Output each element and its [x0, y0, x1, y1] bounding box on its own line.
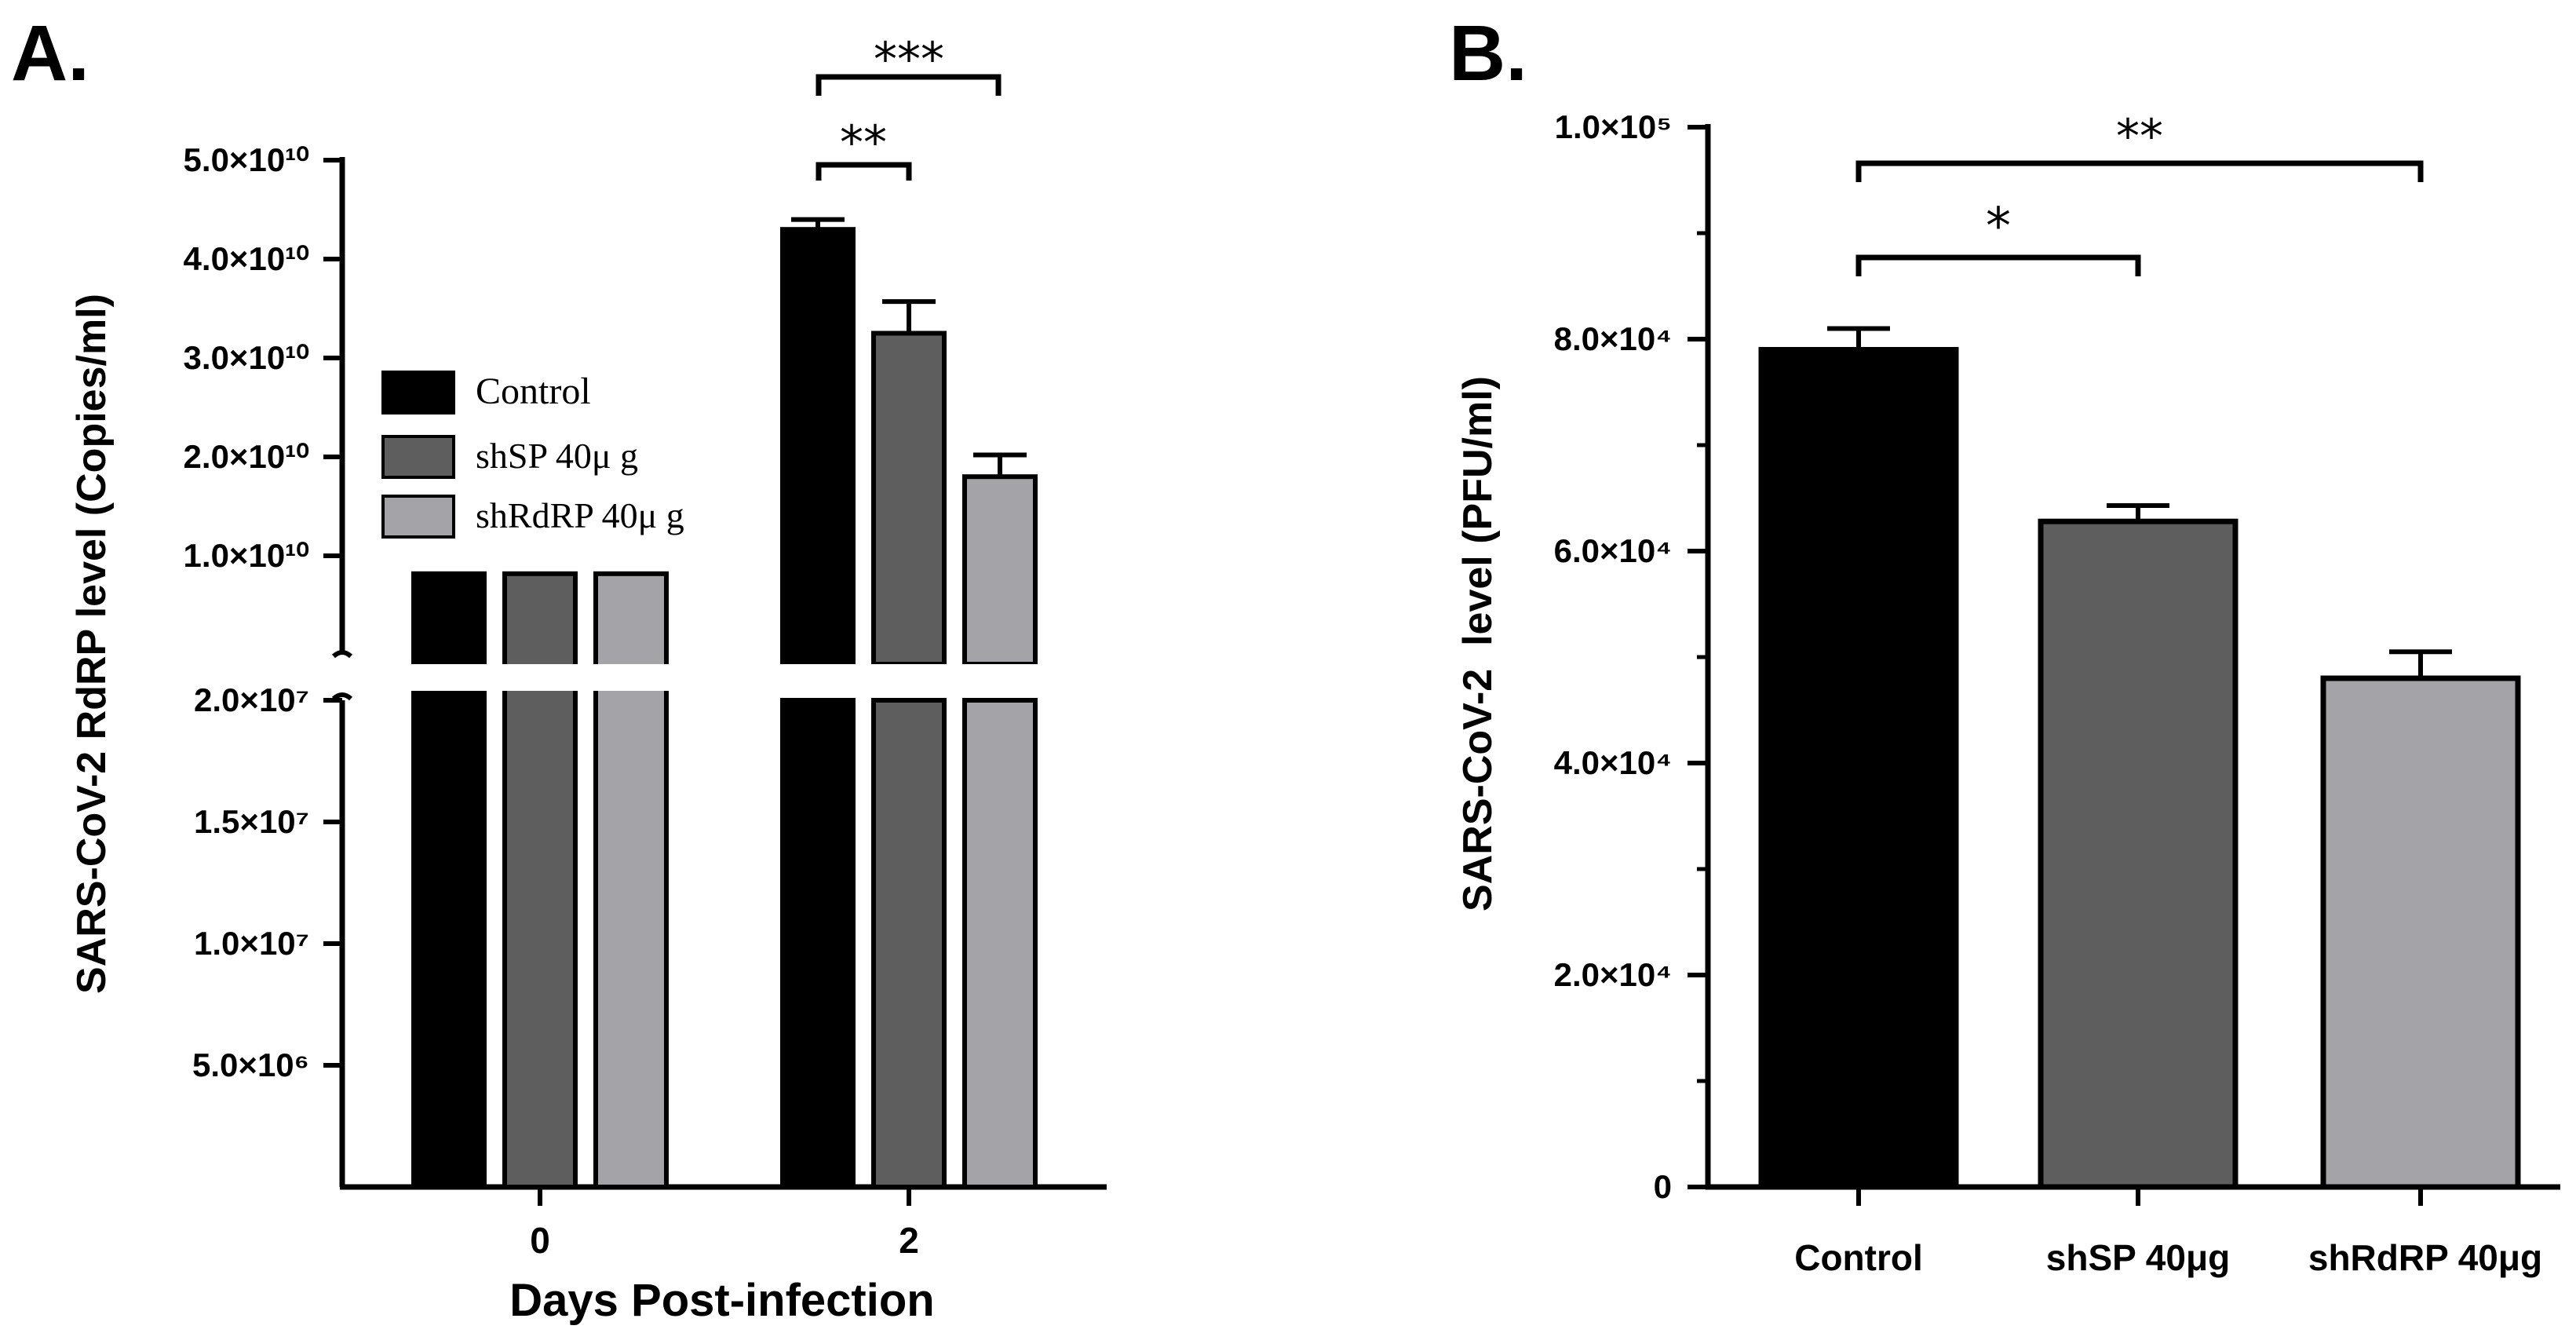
panel-b-x-label-shrdrp: shRdRP 40μg [2308, 1237, 2542, 1278]
panel-b-label: B. [1449, 9, 1527, 97]
panel-b-bar-shrdrp [2320, 675, 2521, 1190]
panel-a-significance: *** ** [815, 32, 1002, 181]
panel-a-bracket-control-shrdrp [815, 74, 1002, 96]
legend-label-shrdrp: shRdRP 40μ g [476, 495, 684, 535]
panel-a-bar-shrdrp-day2 [962, 474, 1038, 667]
panel-a-bar-shsp-day2-lower [871, 698, 947, 1189]
panel-a-label: A. [11, 9, 89, 97]
panel-a-upper-tick-label-2: 2.0×10¹⁰ [184, 438, 310, 475]
panel-a-sig-label-triple: *** [874, 32, 944, 87]
panel-b-sig-label-single: * [1986, 198, 2011, 256]
panel-a-upper-ticks: 1.0×10¹⁰ 2.0×10¹⁰ 3.0×10¹⁰ 4.0×10¹⁰ 5.0×… [184, 141, 342, 574]
panel-b-significance: ** * [1855, 109, 2424, 276]
panel-b-tick-label-80000: 8.0×10⁴ [1554, 320, 1672, 357]
panel-b-y-ticks: 0 2.0×10⁴ 4.0×10⁴ 6.0×10⁴ 8.0×10⁴ 1.0×10… [1554, 108, 1708, 1205]
panel-b-tick-label-40000: 4.0×10⁴ [1554, 744, 1672, 781]
panel-a-lower-ticks: 5.0×10⁶ 1.0×10⁷ 1.5×10⁷ 2.0×10⁷ [192, 681, 342, 1083]
panel-a-lower-tick-label-1: 5.0×10⁶ [192, 1046, 309, 1083]
panel-a-y-axis-label: SARS-CoV-2 RdRP level (Copies/ml) [69, 294, 115, 994]
panel-b-tick-label-20000: 2.0×10⁴ [1554, 956, 1672, 993]
panel-a-upper-tick-label-1: 1.0×10¹⁰ [184, 537, 310, 574]
panel-b-tick-label-60000: 6.0×10⁴ [1554, 532, 1672, 569]
panel-a-bar-control-day2-lower [780, 698, 856, 1189]
panel-b-bracket-control-shsp [1855, 254, 2141, 276]
panel-b-bar-control [1758, 347, 1959, 1190]
panel-b-bracket-control-shrdrp [1855, 160, 2424, 182]
panel-b-tick-label-0: 0 [1654, 1168, 1672, 1205]
panel-a: A. SARS-CoV-2 RdRP level (Copies/ml) Day… [11, 9, 1107, 1326]
panel-b-x-label-control: Control [1794, 1237, 1923, 1278]
panel-b-bar-shsp [2038, 518, 2238, 1190]
panel-a-x-axis-label: Days Post-infection [509, 1275, 934, 1326]
panel-b-sig-label-double: ** [2116, 109, 2163, 164]
panel-a-lower-tick-label-2: 1.0×10⁷ [194, 925, 309, 962]
legend-label-control: Control [476, 371, 591, 412]
legend-label-shsp: shSP 40μ g [476, 436, 638, 476]
panel-a-upper-tick-label-5: 5.0×10¹⁰ [184, 141, 310, 178]
panel-b-tick-label-100000: 1.0×10⁵ [1555, 108, 1672, 145]
panel-b-bars [1758, 326, 2521, 1190]
panel-a-break-mark-upper [331, 650, 353, 659]
panel-b: B. SARS-CoV-2 level (PFU/ml) 0 2.0×10⁴ 4… [1449, 9, 2560, 1278]
panel-a-legend: Control shSP 40μ g shRdRP 40μ g [381, 371, 684, 539]
panel-a-lower-tick-label-4: 2.0×10⁷ [194, 681, 309, 718]
panel-b-y-axis-label: SARS-CoV-2 level (PFU/ml) [1455, 376, 1501, 911]
panel-a-bar-control-day2 [780, 227, 856, 666]
panel-a-axis-break [330, 650, 1075, 701]
legend-swatch-shrdrp [381, 495, 455, 539]
panel-a-sig-label-double: ** [840, 115, 887, 170]
panel-a-bracket-control-shsp [815, 162, 912, 181]
legend-swatch-control [381, 371, 455, 415]
panel-a-x-tick-label-0: 0 [530, 1220, 550, 1261]
panel-a-break-mark-lower [331, 692, 353, 701]
panel-a-upper-tick-label-3: 3.0×10¹⁰ [184, 339, 310, 376]
panel-a-x-tick-label-2: 2 [899, 1220, 919, 1261]
legend-swatch-shsp [381, 435, 455, 479]
panel-b-x-label-shsp: shSP 40μg [2046, 1237, 2230, 1278]
panel-a-upper-tick-label-4: 4.0×10¹⁰ [184, 240, 310, 277]
panel-a-lower-tick-label-3: 1.5×10⁷ [194, 803, 309, 840]
panel-a-bar-shsp-day2 [871, 331, 947, 666]
panel-a-bars [411, 217, 1038, 1189]
panel-a-bar-shrdrp-day2-lower [962, 698, 1038, 1189]
panel-a-break-gap [330, 664, 1075, 691]
